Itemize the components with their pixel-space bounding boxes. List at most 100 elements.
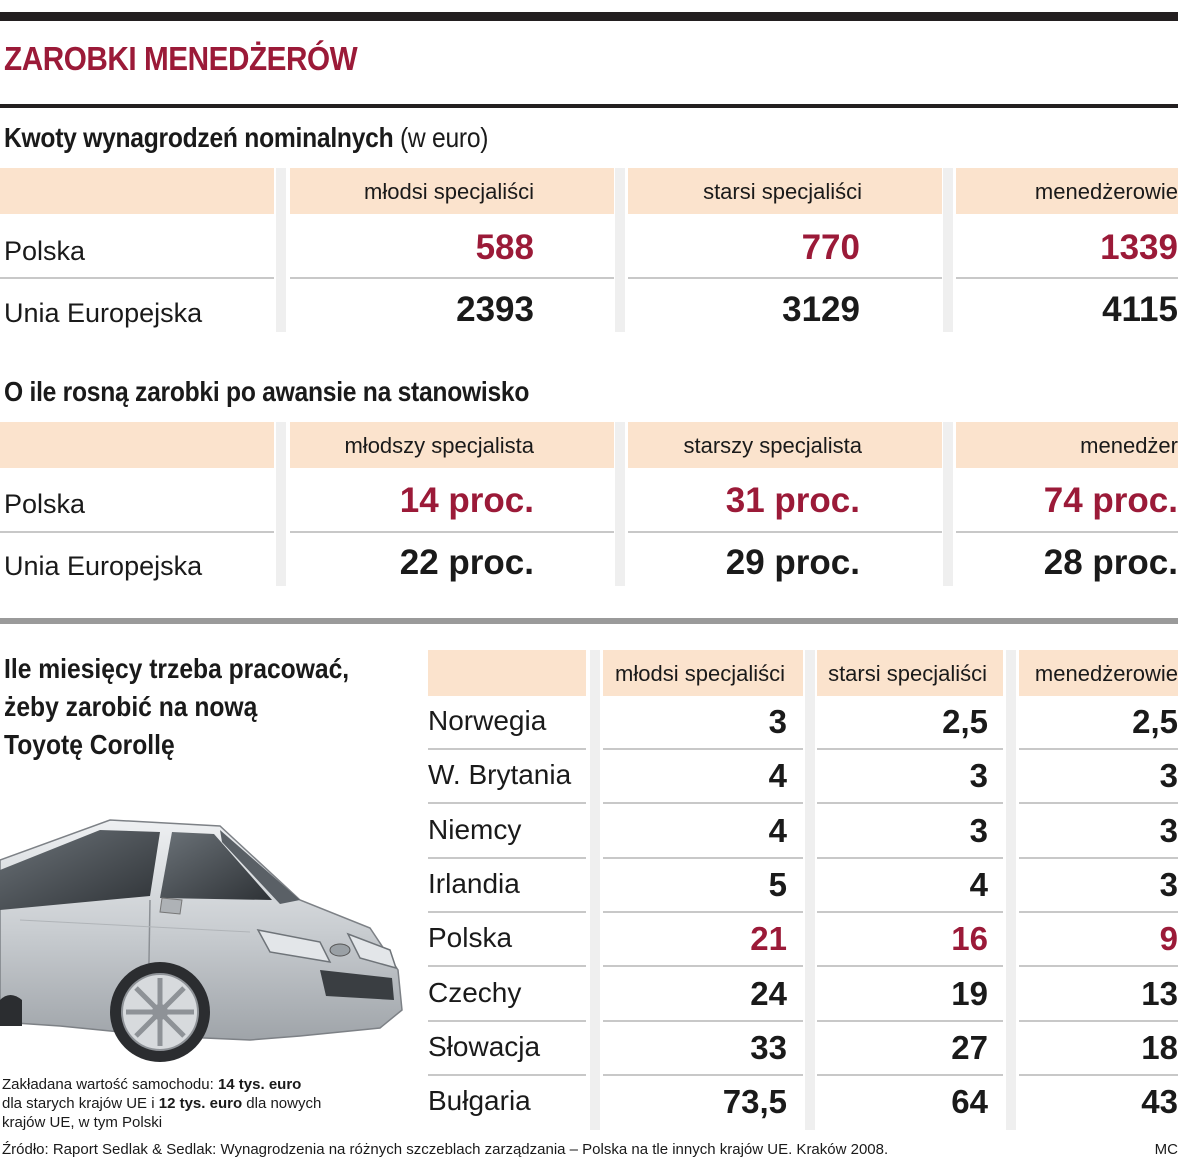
note-suffix: dla nowych [246, 1095, 322, 1112]
s2-col3-label: menedżer [1080, 433, 1178, 458]
s3-row-value: 2,5 [942, 703, 988, 740]
s3-row-divider [1019, 910, 1178, 913]
s3-row-label: Norwegia [428, 705, 547, 736]
s3-row-divider [428, 856, 586, 859]
s3-row-label: Słowacja [428, 1030, 541, 1062]
s3-row-label: Czechy [428, 976, 522, 1008]
s2-row2-col2: 29 proc. [725, 543, 860, 582]
s3-row-divider [603, 1073, 803, 1076]
s1-row1-col2: 770 [801, 228, 860, 267]
s2-line1c [628, 531, 942, 533]
s3-row-label: Niemcy [428, 813, 522, 845]
s2-header-col1: młodszy specjalista [290, 422, 614, 468]
note-prefix: Zakładana wartość samochodu: [2, 1076, 214, 1093]
s2-row1-col3: 74 proc. [1043, 481, 1178, 520]
s1-row2-label: Unia Europejska [4, 298, 203, 328]
s3-row-divider [817, 748, 1003, 750]
car-note-line1: Zakładana wartość samochodu: 14 tys. eur… [2, 1075, 321, 1094]
s3-col2-label: starsi specjaliści [828, 661, 987, 686]
s3-sep3 [1006, 650, 1016, 1130]
s3-row-label: Bułgaria [428, 1085, 531, 1117]
s3-row-value: 13 [1141, 974, 1178, 1012]
s3-row-value: 24 [750, 974, 787, 1012]
s1-sep3 [943, 168, 953, 332]
s3-row-value: 16 [951, 920, 988, 958]
s3-row-divider [817, 1019, 1003, 1022]
s2-row2-col1: 22 proc. [399, 543, 534, 582]
s2-line1a [0, 531, 274, 533]
s3-row-divider [428, 802, 586, 805]
s3-row-value: 2,5 [1132, 703, 1178, 740]
s3-col3-label: menedżerowie [1034, 661, 1178, 686]
s1-row2-col3: 4115 [1102, 290, 1178, 329]
section3-title: Ile miesięcy trzeba pracować, żeby zarob… [4, 650, 349, 764]
car-note-line3: krajów UE, w tym Polski [2, 1114, 163, 1131]
s3-row-value: 21 [750, 920, 787, 958]
s3-row-value: 9 [1159, 920, 1178, 958]
car-note-line2: dla starych krajów UE i 12 tys. euro dla… [2, 1094, 321, 1113]
s3-row-divider [603, 965, 803, 968]
s3-row-divider [603, 910, 803, 913]
s3-header-col3: menedżerowie [1019, 650, 1178, 696]
note-value1: 14 tys. euro [217, 1076, 302, 1093]
s1-header-col1: młodsi specjaliści [290, 168, 614, 214]
s3-header-blank [428, 650, 586, 696]
car-note: Zakładana wartość samochodu: 14 tys. eur… [2, 1075, 321, 1132]
source-note: Źródło: Raport Sedlak & Sedlak: Wynagrod… [2, 1141, 889, 1158]
s2-col1-label: młodszy specjalista [344, 433, 534, 458]
s3-row-value: 3 [1159, 865, 1178, 903]
s3-row-value: 3 [969, 811, 988, 849]
s1-row2-col2: 3129 [782, 290, 860, 329]
s3-row-divider [1019, 1019, 1178, 1022]
s3-row-divider [1019, 802, 1178, 805]
s3-sep2 [805, 650, 815, 1130]
s2-sep2 [615, 422, 625, 586]
s2-row1-label: Polska [4, 489, 86, 519]
top-rule [0, 12, 1178, 21]
s3-header-col2: starsi specjaliści [817, 650, 1003, 696]
s3-row-value: 4 [969, 865, 988, 903]
section3-title-line1: Ile miesięcy trzeba pracować, [4, 653, 350, 684]
s3-row-divider [817, 965, 1003, 968]
s3-row-divider [428, 965, 586, 968]
s1-header-col2: starsi specjaliści [628, 168, 942, 214]
s3-row-value: 3 [1159, 757, 1178, 795]
s2-row2-label: Unia Europejska [4, 551, 203, 581]
s3-row-divider [1019, 748, 1178, 750]
s3-row-value: 5 [768, 865, 787, 903]
note-value2: 12 tys. euro [158, 1095, 243, 1112]
s2-line1b [290, 531, 614, 533]
s2-sep1 [276, 422, 286, 586]
section3-title-line3: Toyotę Corollę [4, 729, 175, 760]
s2-line1d [956, 531, 1178, 533]
s3-row-value: 73,5 [722, 1083, 787, 1121]
s3-row-divider [428, 1019, 586, 1022]
s3-row-divider [603, 1019, 803, 1022]
s1-header-col3: menedżerowie [956, 168, 1178, 214]
s2-row1-col1: 14 proc. [399, 481, 534, 520]
s1-line1d [956, 277, 1178, 279]
note-mid: dla starych krajów UE i [2, 1095, 155, 1112]
s1-sep1 [276, 168, 286, 332]
s2-header-blank [0, 422, 274, 468]
s1-col3-label: menedżerowie [1034, 179, 1178, 204]
s3-row-divider [428, 748, 586, 750]
s3-row-divider [817, 910, 1003, 913]
s1-row1-col1: 588 [475, 228, 534, 267]
s1-row1-col3: 1339 [1100, 228, 1178, 267]
s3-row-divider [603, 748, 803, 750]
s3-row-label: Polska [428, 922, 513, 954]
s3-row-value: 18 [1141, 1028, 1178, 1066]
s3-row-divider [817, 856, 1003, 859]
section3-title-line2: żeby zarobić na nową [4, 691, 258, 722]
s3-row-value: 43 [1141, 1083, 1178, 1121]
s2-row1-col2: 31 proc. [725, 481, 860, 520]
s2-col2-label: starszy specjalista [683, 433, 862, 458]
s3-row-value: 19 [951, 974, 988, 1012]
s1-row2-col1: 2393 [456, 290, 534, 329]
s1-line1c [628, 277, 942, 279]
s1-sep2 [615, 168, 625, 332]
s3-col1-label: młodsi specjaliści [615, 661, 785, 686]
s1-line1b [290, 277, 614, 279]
s3-header-col1: młodsi specjaliści [603, 650, 803, 696]
